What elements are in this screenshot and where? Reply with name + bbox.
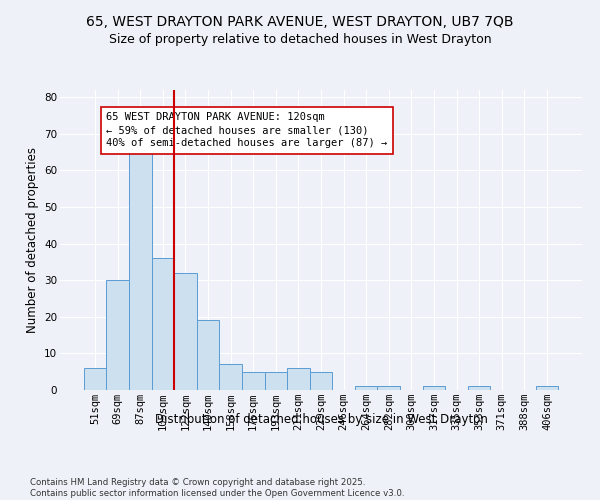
Bar — [377, 386, 400, 390]
Bar — [422, 386, 445, 390]
Text: Size of property relative to detached houses in West Drayton: Size of property relative to detached ho… — [109, 32, 491, 46]
Bar — [106, 280, 129, 390]
Bar — [310, 372, 332, 390]
Text: 65 WEST DRAYTON PARK AVENUE: 120sqm
← 59% of detached houses are smaller (130)
4: 65 WEST DRAYTON PARK AVENUE: 120sqm ← 59… — [106, 112, 388, 148]
Y-axis label: Number of detached properties: Number of detached properties — [26, 147, 38, 333]
Bar — [84, 368, 106, 390]
Bar — [265, 372, 287, 390]
Bar — [242, 372, 265, 390]
Bar — [174, 273, 197, 390]
Bar — [197, 320, 220, 390]
Bar — [152, 258, 174, 390]
Bar — [536, 386, 558, 390]
Bar — [129, 152, 152, 390]
Bar — [468, 386, 490, 390]
Bar — [287, 368, 310, 390]
Text: Contains HM Land Registry data © Crown copyright and database right 2025.
Contai: Contains HM Land Registry data © Crown c… — [30, 478, 404, 498]
Text: 65, WEST DRAYTON PARK AVENUE, WEST DRAYTON, UB7 7QB: 65, WEST DRAYTON PARK AVENUE, WEST DRAYT… — [86, 15, 514, 29]
Text: Distribution of detached houses by size in West Drayton: Distribution of detached houses by size … — [155, 412, 487, 426]
Bar — [355, 386, 377, 390]
Bar — [220, 364, 242, 390]
